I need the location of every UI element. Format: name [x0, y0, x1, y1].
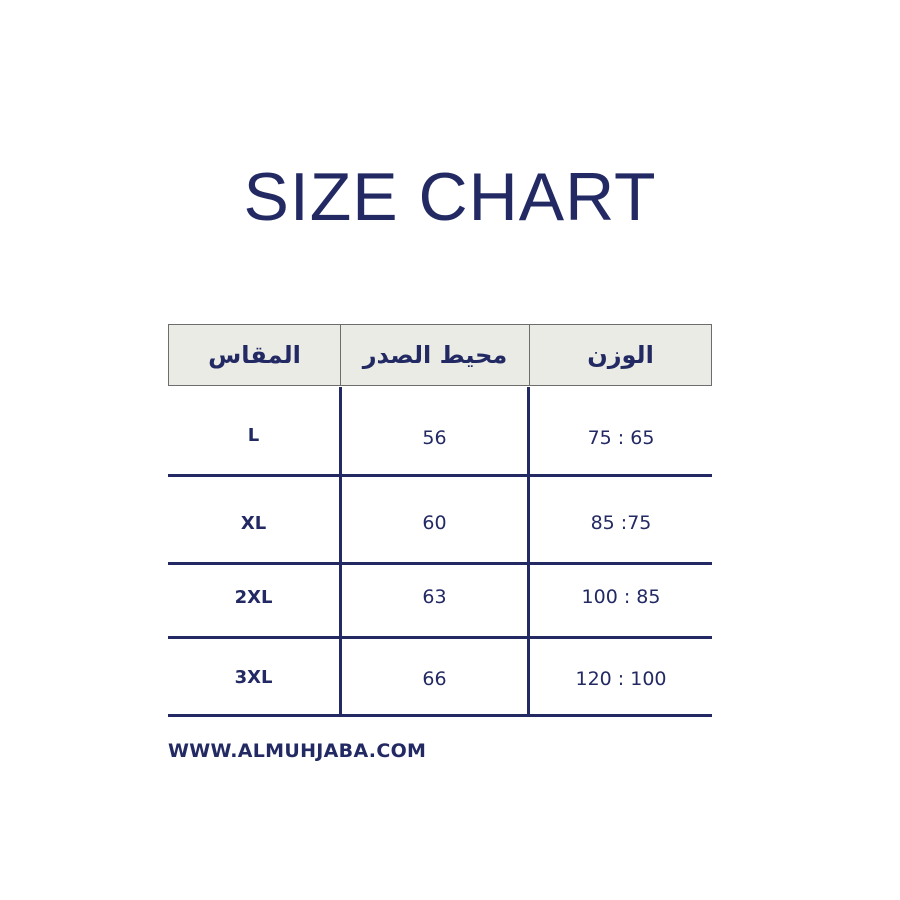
chest-cell: 60 — [422, 512, 447, 534]
chest-cell: 63 — [422, 586, 447, 608]
page-title: SIZE CHART — [243, 159, 657, 235]
column-divider — [527, 387, 530, 716]
weight-cell: 120 : 100 — [575, 668, 667, 690]
header-weight: الوزن — [529, 324, 712, 386]
header-size: المقاس — [168, 324, 341, 386]
size-cell: XL — [240, 512, 267, 534]
size-cell: 2XL — [234, 586, 273, 608]
chest-cell: 56 — [422, 426, 447, 449]
website-link[interactable]: WWW.ALMUHJABA.COM — [168, 740, 427, 762]
weight-cell: 85 :75 — [590, 512, 652, 534]
row-divider — [168, 562, 712, 565]
size-cell: L — [247, 425, 260, 446]
header-chest: محيط الصدر — [340, 324, 530, 386]
row-divider — [168, 474, 712, 477]
row-divider — [168, 714, 712, 717]
weight-cell: 75 : 65 — [587, 426, 655, 449]
size-cell: 3XL — [234, 666, 273, 688]
column-divider — [339, 387, 342, 716]
chest-cell: 66 — [422, 668, 447, 690]
row-divider — [168, 636, 712, 639]
weight-cell: 100 : 85 — [581, 586, 661, 608]
